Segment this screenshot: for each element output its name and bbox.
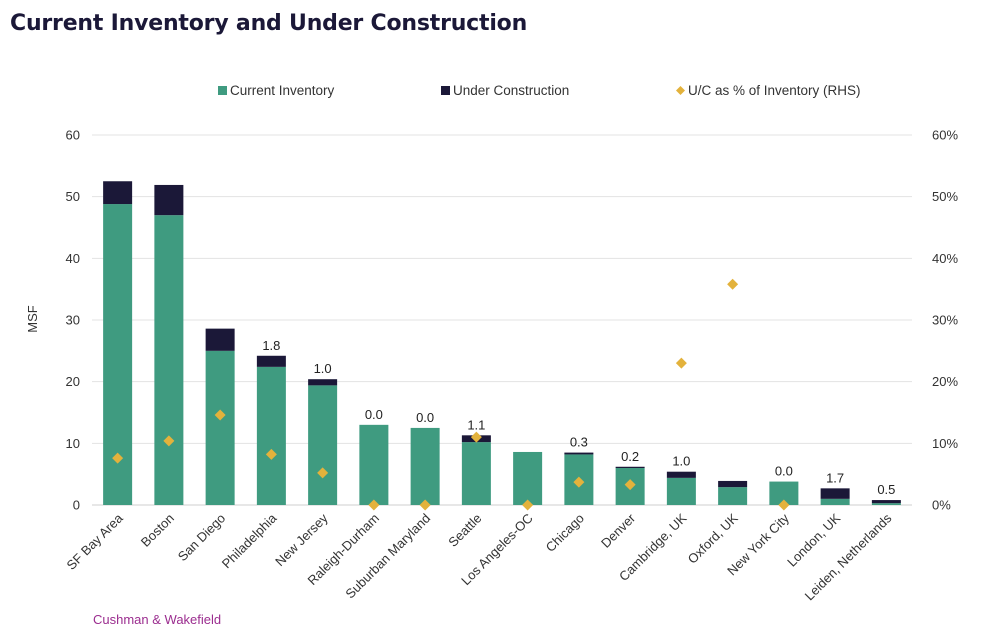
y-tick-label: 30 bbox=[66, 313, 80, 328]
bar-current-inventory bbox=[308, 385, 338, 505]
data-label: 0.5 bbox=[877, 482, 895, 497]
data-label: 1.1 bbox=[467, 417, 485, 432]
bar-current-inventory bbox=[154, 215, 184, 505]
y-tick-label: 20 bbox=[66, 374, 80, 389]
data-labels: 1.8 1.0 0.0 0.0 1.1 0.3 0.2 1.0 0.0 1.7 0.5 bbox=[262, 338, 895, 497]
x-tick-label: Chicago bbox=[543, 511, 587, 555]
x-tick-label: Leiden, Netherlands bbox=[802, 510, 895, 603]
bar-current-inventory bbox=[820, 498, 850, 505]
bar-under-construction bbox=[154, 184, 184, 216]
bar-current-inventory bbox=[513, 451, 543, 505]
y2-tick-label: 0% bbox=[932, 498, 951, 513]
pct-marker bbox=[727, 278, 739, 290]
data-label: 1.0 bbox=[314, 361, 332, 376]
bar-under-construction bbox=[308, 379, 338, 386]
y2-tick-label: 40% bbox=[932, 251, 958, 266]
pct-marker bbox=[419, 499, 431, 511]
bar-under-construction bbox=[666, 471, 696, 478]
bar-under-construction bbox=[256, 355, 286, 367]
bar-under-construction bbox=[871, 500, 901, 504]
pct-marker bbox=[214, 409, 226, 421]
legend-swatch bbox=[441, 86, 450, 95]
bar-current-inventory bbox=[718, 487, 748, 505]
x-tick-label: Suburban Maryland bbox=[342, 511, 433, 602]
pct-marker bbox=[522, 499, 534, 511]
x-tick-label: Seattle bbox=[445, 511, 484, 550]
bar-current-inventory bbox=[205, 350, 235, 505]
pct-marker bbox=[163, 435, 175, 447]
bar-under-construction bbox=[564, 452, 594, 455]
y2-tick-label: 10% bbox=[932, 436, 958, 451]
bar-current-inventory bbox=[769, 481, 799, 505]
data-label: 0.0 bbox=[416, 410, 434, 425]
x-tick-label: Boston bbox=[138, 511, 177, 550]
x-tick-label: San Diego bbox=[175, 511, 229, 565]
pct-marker bbox=[675, 357, 687, 369]
bar-under-construction bbox=[718, 480, 748, 488]
data-label: 0.0 bbox=[365, 407, 383, 422]
y-tick-label: 50 bbox=[66, 189, 80, 204]
pct-marker bbox=[470, 431, 482, 443]
pct-marker bbox=[265, 448, 277, 460]
legend-swatch bbox=[676, 86, 685, 95]
pct-marker bbox=[112, 452, 124, 464]
bar-current-inventory bbox=[461, 442, 491, 505]
legend-swatch bbox=[218, 86, 227, 95]
data-label: 1.0 bbox=[672, 454, 690, 469]
pct-marker bbox=[317, 467, 329, 479]
pct-marker bbox=[778, 499, 790, 511]
bar-current-inventory bbox=[359, 424, 389, 505]
y2-tick-label: 30% bbox=[932, 313, 958, 328]
x-tick-label: SF Bay Area bbox=[64, 510, 127, 573]
bar-current-inventory bbox=[256, 366, 286, 505]
y-tick-label: 40 bbox=[66, 251, 80, 266]
source-credit: Cushman & Wakefield bbox=[93, 612, 222, 627]
bar-current-inventory bbox=[410, 427, 440, 505]
legend-label: Under Construction bbox=[453, 83, 569, 98]
pct-marker bbox=[573, 476, 585, 488]
data-label: 1.7 bbox=[826, 470, 844, 485]
data-label: 0.3 bbox=[570, 435, 588, 450]
data-label: 1.8 bbox=[262, 338, 280, 353]
y2-tick-label: 20% bbox=[932, 374, 958, 389]
pct-markers bbox=[112, 278, 790, 511]
legend: Current Inventory Under Construction U/C a… bbox=[218, 83, 861, 98]
pct-marker bbox=[368, 499, 380, 511]
data-label: 0.0 bbox=[775, 464, 793, 479]
bars bbox=[103, 181, 901, 506]
data-label: 0.2 bbox=[621, 449, 639, 464]
y-tick-label: 60 bbox=[66, 128, 80, 143]
y2-tick-label: 60% bbox=[932, 128, 958, 143]
bar-current-inventory bbox=[871, 503, 901, 505]
bar-under-construction bbox=[205, 328, 235, 351]
legend-label: Current Inventory bbox=[230, 83, 335, 98]
chart-title: Current Inventory and Under Construction bbox=[10, 11, 528, 36]
y-axis-label: MSF bbox=[25, 305, 40, 333]
x-tick-label: Denver bbox=[598, 510, 639, 551]
bar-under-construction bbox=[615, 466, 645, 468]
pct-marker bbox=[624, 479, 636, 491]
y-axis-right: 0% 10% 20% 30% 40% 50% 60% bbox=[932, 128, 958, 513]
bar-under-construction bbox=[820, 488, 850, 499]
x-tick-label: Philadelphia bbox=[219, 510, 280, 571]
bar-under-construction bbox=[103, 181, 133, 205]
legend-label: U/C as % of Inventory (RHS) bbox=[688, 83, 861, 98]
y-tick-label: 0 bbox=[73, 498, 80, 513]
y2-tick-label: 50% bbox=[932, 189, 958, 204]
bar-current-inventory bbox=[666, 477, 696, 505]
y-axis-left: 0 10 20 30 40 50 60 bbox=[66, 128, 80, 513]
y-tick-label: 10 bbox=[66, 436, 80, 451]
